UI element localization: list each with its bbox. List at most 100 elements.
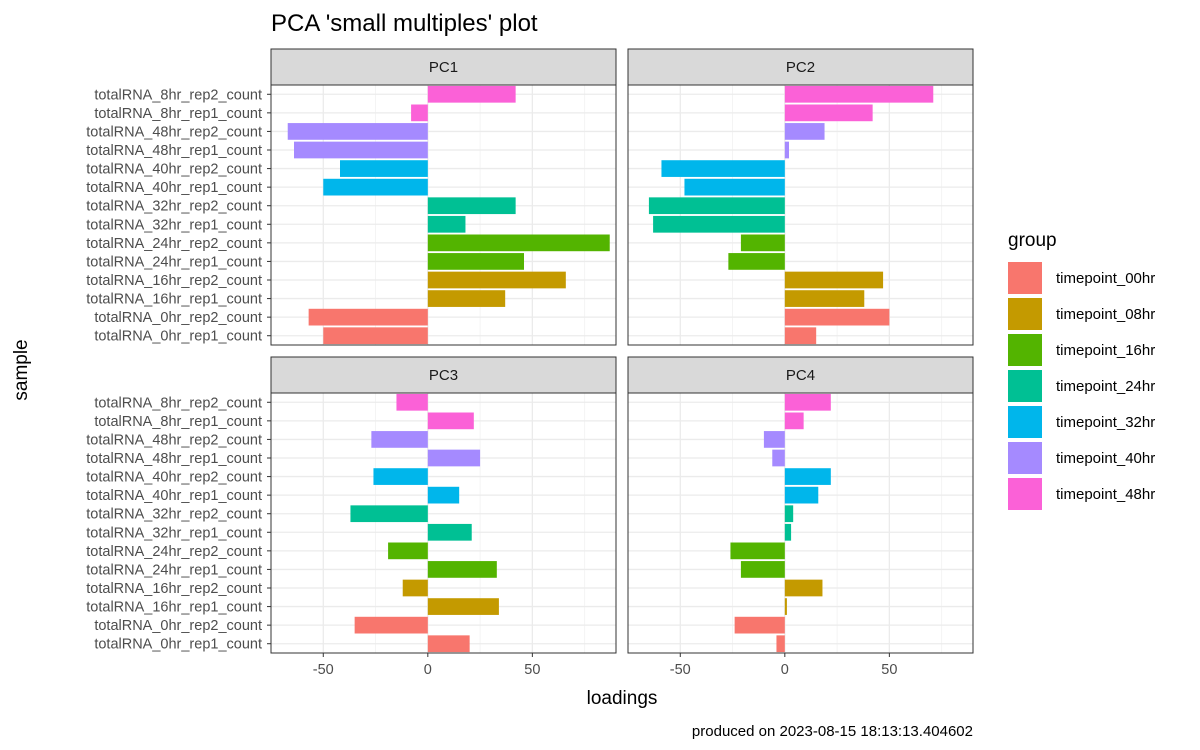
bar-pc3-totalrna-48hr-rep2-count [371, 431, 428, 448]
y-tick-label: totalRNA_0hr_rep1_count [94, 637, 262, 653]
bar-pc2-totalrna-16hr-rep2-count [784, 271, 884, 289]
y-tick-label: totalRNA_32hr_rep1_count [86, 217, 262, 233]
y-tick-label: totalRNA_0hr_rep2_count [94, 618, 262, 634]
y-tick-label: totalRNA_8hr_rep1_count [94, 414, 262, 430]
legend-item-timepoint-08hr: timepoint_08hr [1008, 298, 1155, 330]
bar-pc3-totalrna-8hr-rep2-count [396, 393, 428, 411]
bar-pc3-totalrna-16hr-rep1-count [427, 598, 499, 615]
bar-pc4-totalrna-32hr-rep1-count [784, 523, 792, 541]
x-tick-label: 50 [524, 662, 540, 678]
legend-label: timepoint_00hr [1056, 270, 1155, 287]
y-tick-label: totalRNA_0hr_rep1_count [94, 329, 262, 345]
panel-border [270, 84, 617, 346]
facet-strip [270, 48, 617, 86]
legend-item-timepoint-32hr: timepoint_32hr [1008, 406, 1155, 438]
legend-item-timepoint-48hr: timepoint_48hr [1008, 478, 1155, 510]
panel-pc2: PC2 [627, 48, 974, 346]
bar-pc1-totalrna-40hr-rep1-count [323, 178, 428, 196]
y-tick-label: totalRNA_8hr_rep2_count [94, 395, 262, 411]
bar-pc1-totalrna-40hr-rep2-count [340, 160, 428, 177]
y-tick-label: totalRNA_40hr_rep2_count [86, 162, 262, 178]
y-tick-label: totalRNA_0hr_rep2_count [94, 310, 262, 326]
y-tick-label: totalRNA_24hr_rep2_count [86, 544, 262, 560]
legend-item-timepoint-16hr: timepoint_16hr [1008, 334, 1155, 366]
panel-pc4: PC4 -50 0 50 [627, 356, 974, 678]
x-tick-label: 50 [881, 662, 897, 678]
legend-item-timepoint-00hr: timepoint_00hr [1008, 262, 1155, 294]
bar-pc1-totalrna-16hr-rep1-count [427, 290, 506, 307]
legend-item-timepoint-24hr: timepoint_24hr [1008, 370, 1155, 402]
bar-pc2-totalrna-24hr-rep2-count [740, 234, 785, 252]
bar-pc1-totalrna-48hr-rep1-count [294, 141, 428, 159]
y-tick-label: totalRNA_48hr_rep1_count [86, 143, 262, 159]
panel-pc3: PC3 totalRNA_0hr_rep1_count totalRNA_0hr_r… [86, 356, 617, 678]
bar-pc3-totalrna-32hr-rep2-count [350, 505, 428, 523]
legend-label: timepoint_32hr [1056, 414, 1155, 431]
y-tick-label: totalRNA_32hr_rep1_count [86, 525, 262, 541]
bar-pc2-totalrna-32hr-rep2-count [648, 197, 785, 215]
x-tick-label: 0 [781, 662, 789, 678]
bar-pc2-totalrna-24hr-rep1-count [728, 253, 785, 270]
bar-pc4-totalrna-48hr-rep2-count [763, 431, 785, 448]
bar-pc1-totalrna-0hr-rep2-count [308, 308, 428, 326]
bar-pc2-totalrna-48hr-rep1-count [784, 141, 789, 159]
bar-pc4-totalrna-24hr-rep2-count [730, 542, 785, 560]
bar-pc4-totalrna-24hr-rep1-count [740, 561, 785, 578]
legend-label: timepoint_08hr [1056, 306, 1155, 323]
legend-label: timepoint_16hr [1056, 342, 1155, 359]
y-tick-label: totalRNA_24hr_rep1_count [86, 254, 262, 270]
legend-key [1008, 442, 1042, 474]
bar-pc3-totalrna-24hr-rep1-count [427, 561, 497, 578]
legend-label: timepoint_24hr [1056, 378, 1155, 395]
y-tick-label: totalRNA_32hr_rep2_count [86, 507, 262, 523]
bar-pc4-totalrna-0hr-rep1-count [776, 635, 785, 653]
y-tick-label: totalRNA_8hr_rep2_count [94, 87, 262, 103]
bar-pc2-totalrna-40hr-rep1-count [684, 178, 785, 196]
bar-pc1-totalrna-32hr-rep2-count [427, 197, 516, 215]
caption: produced on 2023-08-15 18:13:13.404602 [692, 723, 973, 740]
facet-strip-label: PC3 [429, 367, 458, 384]
panel-border [627, 392, 974, 654]
bar-pc2-totalrna-32hr-rep1-count [653, 215, 785, 233]
legend-label: timepoint_40hr [1056, 450, 1155, 467]
bar-pc3-totalrna-40hr-rep2-count [373, 468, 428, 485]
legend: timepoint_00hr timepoint_08hr timepoint_16… [1008, 262, 1155, 510]
legend-item-timepoint-40hr: timepoint_40hr [1008, 442, 1155, 474]
bar-pc1-totalrna-24hr-rep2-count [427, 234, 610, 252]
panel-border [270, 392, 617, 654]
facet-strip-label: PC2 [786, 59, 815, 76]
bar-pc3-totalrna-16hr-rep2-count [402, 579, 428, 597]
facet-strip-label: PC4 [786, 367, 815, 384]
y-tick-label: totalRNA_40hr_rep1_count [86, 180, 262, 196]
y-tick-label: totalRNA_32hr_rep2_count [86, 199, 262, 215]
bar-pc2-totalrna-0hr-rep1-count [784, 327, 817, 345]
y-tick-label: totalRNA_8hr_rep1_count [94, 106, 262, 122]
bar-pc1-totalrna-0hr-rep1-count [323, 327, 428, 345]
y-tick-label: totalRNA_24hr_rep2_count [86, 236, 262, 252]
x-tick-label: -50 [313, 662, 334, 678]
legend-key [1008, 262, 1042, 294]
facet-strip [270, 356, 617, 394]
legend-key [1008, 370, 1042, 402]
bar-pc2-totalrna-40hr-rep2-count [661, 160, 785, 177]
bar-pc4-totalrna-16hr-rep2-count [784, 579, 823, 597]
x-tick-label: -50 [670, 662, 691, 678]
y-tick-label: totalRNA_16hr_rep1_count [86, 600, 262, 616]
y-tick-label: totalRNA_24hr_rep1_count [86, 562, 262, 578]
legend-key [1008, 298, 1042, 330]
y-tick-label: totalRNA_48hr_rep2_count [86, 124, 262, 140]
bar-pc1-totalrna-16hr-rep2-count [427, 271, 566, 289]
y-tick-label: totalRNA_16hr_rep2_count [86, 273, 262, 289]
bar-pc4-totalrna-8hr-rep2-count [784, 393, 831, 411]
panel-pc1: PC1 totalRNA_0hr_rep1_count totalRNA_0hr_r… [86, 48, 617, 346]
y-tick-label: totalRNA_48hr_rep2_count [86, 432, 262, 448]
bar-pc2-totalrna-16hr-rep1-count [784, 290, 865, 307]
y-axis-title: sample [11, 339, 32, 400]
legend-title: group [1008, 230, 1057, 251]
panel-border [627, 84, 974, 346]
chart-title: PCA 'small multiples' plot [271, 10, 538, 37]
bar-pc1-totalrna-8hr-rep1-count [411, 104, 428, 122]
bar-pc4-totalrna-0hr-rep2-count [734, 616, 785, 634]
facet-strip-label: PC1 [429, 59, 458, 76]
